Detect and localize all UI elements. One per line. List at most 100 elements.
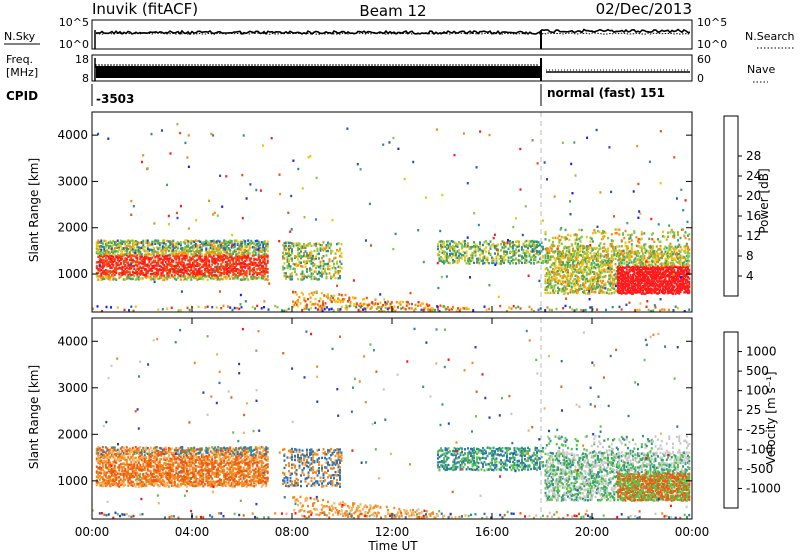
velocity-cell — [106, 479, 109, 483]
power-cell — [124, 278, 127, 281]
power-cell — [242, 256, 245, 259]
power-cell — [212, 274, 215, 277]
power-cell — [627, 265, 629, 268]
power-cell — [265, 253, 268, 256]
power-cell — [471, 259, 474, 262]
power-cell — [525, 251, 528, 254]
power-cell — [604, 282, 607, 285]
power-cell — [142, 260, 145, 264]
power-cell — [619, 260, 622, 264]
power-cell — [677, 261, 679, 264]
power-cell — [303, 260, 305, 263]
power-cell — [684, 285, 687, 288]
power-cell — [282, 251, 284, 255]
power-cell — [441, 251, 444, 254]
power-cell — [193, 240, 196, 243]
power-cell — [530, 308, 533, 311]
power-cell — [650, 247, 653, 250]
power-cell — [580, 264, 583, 267]
power-cell — [625, 249, 628, 252]
power-cell — [449, 253, 451, 256]
power-cell — [594, 255, 597, 258]
power-cell — [582, 256, 584, 259]
power-cell — [137, 252, 140, 255]
power-cell — [101, 251, 104, 255]
power-cell — [607, 270, 609, 274]
power-cell — [622, 282, 624, 286]
power-cell — [213, 211, 216, 214]
power-cell — [654, 276, 657, 279]
power-cell — [181, 254, 184, 257]
power-cell — [482, 259, 484, 262]
power-cell — [124, 240, 127, 243]
power-cell — [637, 278, 639, 281]
power-cell — [248, 267, 251, 270]
power-cell — [578, 267, 581, 271]
power-cell — [572, 259, 574, 262]
power-cell — [292, 245, 295, 248]
power-cell — [163, 253, 166, 256]
power-cell — [232, 265, 235, 268]
power-cell — [593, 254, 596, 258]
power-cell — [250, 275, 253, 279]
power-cell — [151, 252, 154, 255]
power-cell — [257, 258, 260, 261]
power-cell — [682, 271, 684, 274]
power-cell — [544, 232, 547, 236]
power-cell — [677, 274, 679, 277]
power-cell — [215, 249, 218, 252]
power-cell — [598, 273, 601, 276]
power-cell — [191, 240, 194, 243]
power-cell — [195, 219, 198, 222]
power-cell — [625, 251, 628, 255]
power-cell — [667, 284, 669, 287]
power-cell — [620, 286, 623, 290]
power-cell — [368, 202, 371, 206]
power-cell — [610, 292, 613, 295]
power-cell — [285, 272, 287, 275]
power-cell — [179, 270, 182, 273]
power-cell — [647, 267, 649, 271]
power-cell — [176, 256, 179, 259]
power-cell — [295, 273, 298, 276]
power-cell — [233, 256, 236, 259]
power-cell — [229, 252, 232, 256]
velocity-cell — [142, 484, 145, 487]
power-cell — [375, 307, 378, 310]
power-cell — [548, 249, 551, 252]
power-cell — [107, 137, 110, 140]
power-cell — [648, 263, 651, 267]
velocity-cell — [119, 472, 122, 476]
power-cell — [655, 266, 658, 269]
power-cell — [452, 249, 454, 252]
power-cell — [640, 273, 643, 276]
power-cell — [480, 249, 483, 252]
power-cell — [653, 291, 656, 294]
velocity-cell — [139, 481, 142, 484]
power-cell — [673, 156, 676, 159]
power-cell — [249, 183, 252, 186]
power-cell — [604, 275, 607, 278]
power-cell — [250, 277, 253, 281]
power-cell — [265, 263, 268, 266]
power-cell — [164, 245, 167, 248]
power-cell — [610, 256, 613, 259]
power-cell — [585, 246, 588, 250]
power-cell — [583, 268, 586, 271]
power-cell — [669, 254, 672, 258]
power-cell — [577, 291, 579, 294]
power-cell — [640, 263, 643, 267]
power-cell — [191, 245, 194, 248]
power-cell — [497, 250, 499, 254]
power-cell — [624, 271, 627, 274]
power-cell — [567, 282, 569, 285]
power-cell — [659, 277, 662, 280]
power-cell — [557, 282, 559, 285]
power-cell — [160, 253, 163, 256]
power-cell — [610, 259, 613, 263]
power-cell — [657, 255, 659, 258]
power-cell — [200, 272, 203, 275]
power-cell — [122, 269, 125, 273]
power-cell — [677, 239, 679, 242]
power-cell — [474, 247, 477, 251]
